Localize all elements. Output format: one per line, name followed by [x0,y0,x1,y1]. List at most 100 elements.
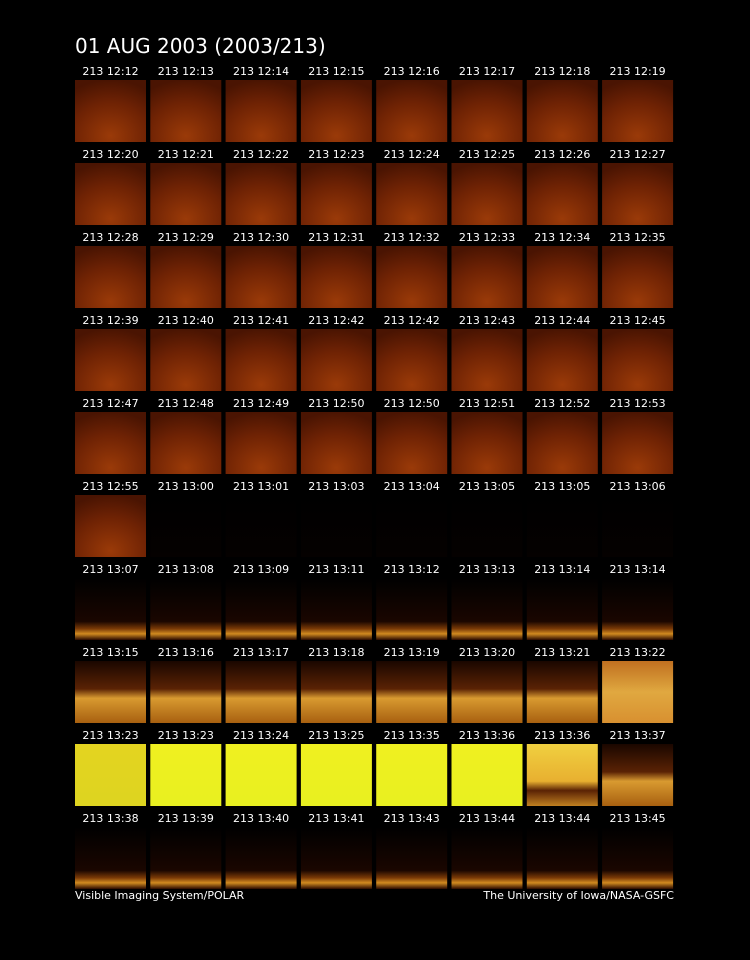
thumbnail [451,744,523,806]
thumbnail-label: 213 12:48 [158,397,214,410]
footer-left: Visible Imaging System/POLAR [75,889,245,902]
thumbnail [602,661,674,723]
thumbnail-label: 213 13:23 [158,729,214,742]
thumbnail-label: 213 13:43 [384,812,440,825]
thumbnail [150,578,222,640]
thumbnail [526,329,598,391]
thumbnail [300,744,372,806]
thumbnail [225,661,297,723]
thumbnail [526,495,598,557]
thumbnail [300,80,372,142]
thumbnail [75,80,146,142]
thumbnail-label: 213 12:50 [308,397,364,410]
thumbnail [376,246,448,308]
thumbnail [225,246,297,308]
thumbnail-label: 213 13:05 [459,480,515,493]
thumbnail [300,495,372,557]
thumbnail-label: 213 12:26 [534,148,590,161]
thumbnail [602,744,674,806]
thumbnail-label: 213 12:52 [534,397,590,410]
thumbnail-label: 213 13:15 [82,646,138,659]
thumbnail-label: 213 12:35 [609,231,665,244]
thumbnail-label: 213 13:16 [158,646,214,659]
thumbnail [300,246,372,308]
thumbnail-label: 213 12:27 [609,148,665,161]
thumbnail-label: 213 12:43 [459,314,515,327]
thumbnail-label: 213 13:04 [384,480,440,493]
thumbnail [225,329,297,391]
thumbnail [150,163,222,225]
thumbnail [602,827,674,889]
thumbnail [225,578,297,640]
thumbnail-label: 213 13:36 [459,729,515,742]
thumbnail-label: 213 12:50 [384,397,440,410]
thumbnail-label: 213 12:41 [233,314,289,327]
thumbnail [451,661,523,723]
thumbnail-label: 213 13:23 [82,729,138,742]
thumbnail [451,246,523,308]
thumbnail [376,578,448,640]
thumbnail-label: 213 13:11 [308,563,364,576]
thumbnail-label: 213 13:05 [534,480,590,493]
thumbnail-label: 213 12:33 [459,231,515,244]
thumbnail-label: 213 12:15 [308,65,364,78]
thumbnail-label: 213 13:37 [609,729,665,742]
thumbnail [376,744,448,806]
thumbnail [526,163,598,225]
thumbnail-label: 213 13:06 [609,480,665,493]
thumbnail [602,246,674,308]
thumbnail [225,495,297,557]
thumbnail [602,163,674,225]
thumbnail-label: 213 12:21 [158,148,214,161]
thumbnail-label: 213 12:32 [384,231,440,244]
thumbnail [225,744,297,806]
thumbnail-label: 213 13:19 [384,646,440,659]
thumbnail [150,744,222,806]
thumbnail [376,80,448,142]
thumbnail-label: 213 12:23 [308,148,364,161]
thumbnail-label: 213 13:21 [534,646,590,659]
thumbnail [75,412,146,474]
thumbnail [526,661,598,723]
thumbnail-label: 213 12:19 [609,65,665,78]
thumbnail-label: 213 13:36 [534,729,590,742]
thumbnail-label: 213 13:25 [308,729,364,742]
thumbnail-label: 213 12:30 [233,231,289,244]
thumbnail-label: 213 12:42 [384,314,440,327]
thumbnail [150,495,222,557]
thumbnail [526,827,598,889]
thumbnail-label: 213 12:17 [459,65,515,78]
thumbnail-grid: 213 12:12 213 12:13 213 12:14 213 12:15 213 … [75,65,674,889]
thumbnail [451,80,523,142]
thumbnail [75,744,146,806]
thumbnail-label: 213 13:40 [233,812,289,825]
thumbnail [75,163,146,225]
thumbnail [376,495,448,557]
thumbnail-label: 213 12:53 [609,397,665,410]
thumbnail-label: 213 13:35 [384,729,440,742]
thumbnail [300,827,372,889]
thumbnail [451,495,523,557]
thumbnail [602,412,674,474]
thumbnail [75,827,146,889]
thumbnail [376,163,448,225]
thumbnail [526,412,598,474]
thumbnail-label: 213 13:24 [233,729,289,742]
thumbnail-label: 213 13:38 [82,812,138,825]
thumbnail [300,578,372,640]
thumbnail-label: 213 12:25 [459,148,515,161]
thumbnail [150,80,222,142]
thumbnail [602,80,674,142]
thumbnail-label: 213 13:03 [308,480,364,493]
thumbnail-label: 213 13:41 [308,812,364,825]
thumbnail-label: 213 13:17 [233,646,289,659]
thumbnail-label: 213 12:14 [233,65,289,78]
thumbnail [451,578,523,640]
thumbnail [150,246,222,308]
thumbnail-label: 213 13:20 [459,646,515,659]
thumbnail-label: 213 12:55 [82,480,138,493]
thumbnail [376,412,448,474]
thumbnail-label: 213 13:18 [308,646,364,659]
thumbnail-label: 213 12:12 [82,65,138,78]
